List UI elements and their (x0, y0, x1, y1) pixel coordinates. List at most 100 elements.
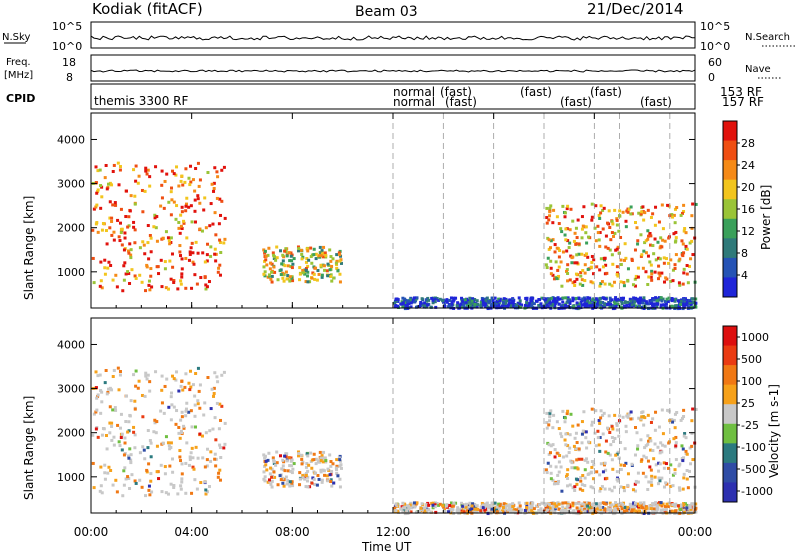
power-cell (274, 258, 278, 262)
velocity-cell (220, 373, 224, 377)
velocity-cell (297, 452, 301, 456)
power-cell (314, 266, 318, 270)
velocity-cell (484, 510, 488, 514)
power-cell (624, 219, 628, 223)
velocity-cell (138, 478, 142, 482)
power-cell (290, 276, 294, 280)
velocity-cell (649, 439, 653, 443)
velocity-cell (663, 444, 667, 448)
velocity-cell (660, 450, 664, 454)
velocity-cell (314, 457, 318, 461)
velocity-cell (338, 477, 342, 481)
power-cell (649, 215, 653, 219)
power-cell (557, 265, 561, 269)
velocity-cell (413, 505, 417, 509)
power-cell (673, 298, 677, 302)
velocity-cell (538, 503, 542, 507)
power-cell (267, 246, 271, 250)
velocity-cell (586, 440, 590, 444)
velocity-cell (590, 459, 594, 463)
velocity-cell (196, 402, 200, 406)
velocity-cell (96, 393, 100, 397)
velocity-cell (100, 433, 104, 437)
velocity-cell (291, 467, 295, 471)
velocity-cell (137, 379, 141, 383)
power-cell (134, 179, 138, 183)
velocity-cell (574, 431, 578, 435)
vel-cb-swatch-7 (723, 462, 737, 483)
power-cell (305, 247, 309, 251)
vel-cb-label-0: 1000 (741, 331, 769, 344)
power-cell (486, 307, 490, 311)
velocity-cell (174, 378, 178, 382)
velocity-cell (679, 418, 683, 422)
power-cell (124, 189, 128, 193)
power-cell (441, 299, 445, 303)
velocity-cell (278, 474, 282, 478)
power-cell (548, 214, 552, 218)
velocity-cell (122, 483, 126, 487)
velocity-cell (682, 476, 686, 480)
velocity-cell (394, 509, 398, 513)
power-cell (609, 238, 613, 242)
power-cell (218, 197, 222, 201)
velocity-cell (133, 399, 137, 403)
velocity-cell (634, 479, 638, 483)
velocity-cell (461, 504, 465, 508)
velocity-cell (674, 435, 678, 439)
velocity-cell (655, 509, 659, 513)
power-cell (632, 296, 636, 300)
velocity-cell (288, 484, 292, 488)
power-cell (642, 296, 646, 300)
velocity-cell (175, 409, 179, 413)
velocity-cell (634, 509, 638, 513)
power-cell (196, 197, 200, 201)
velocity-cell (574, 477, 578, 481)
power-cell (276, 278, 280, 282)
power-cell (690, 300, 694, 304)
power-cell (606, 246, 610, 250)
velocity-cell (627, 412, 631, 416)
power-cell (679, 302, 683, 306)
velocity-cell (163, 472, 167, 476)
ytick-label-0: 1000 (57, 266, 85, 279)
power-cell (651, 305, 655, 309)
power-cell (170, 252, 174, 256)
velocity-cell (183, 385, 187, 389)
power-cell (691, 253, 695, 257)
velocity-cell (300, 457, 304, 461)
power-cell (581, 283, 585, 287)
velocity-cell (314, 462, 318, 466)
velocity-cell (180, 379, 184, 383)
velocity-cell (574, 501, 578, 505)
velocity-cell (94, 410, 98, 414)
power-cell (172, 200, 176, 204)
power-cell (127, 251, 131, 255)
velocity-cell (198, 432, 202, 436)
velocity-cell (568, 433, 572, 437)
power-xticks (90, 113, 696, 308)
power-cell (682, 297, 686, 301)
velocity-cell (675, 411, 679, 415)
power-cell (508, 298, 512, 302)
power-cell (634, 304, 638, 308)
velocity-cell (674, 444, 678, 448)
power-cell (629, 212, 633, 216)
power-cell (511, 300, 515, 304)
power-cell (485, 296, 489, 300)
velocity-cell (163, 384, 167, 388)
velocity-cell (566, 468, 570, 472)
nsearch-label: N.Search (745, 32, 790, 43)
power-cell (182, 221, 186, 225)
power-cell (604, 263, 608, 267)
velocity-cell (219, 418, 223, 422)
power-cell (590, 215, 594, 219)
power-cell (324, 254, 328, 258)
power-cell (628, 297, 632, 301)
power-cell (188, 183, 192, 187)
velocity-cell (651, 449, 655, 453)
power-cell (566, 305, 570, 309)
power-cell (107, 260, 111, 264)
power-cell (649, 243, 653, 247)
velocity-cell (172, 484, 176, 488)
